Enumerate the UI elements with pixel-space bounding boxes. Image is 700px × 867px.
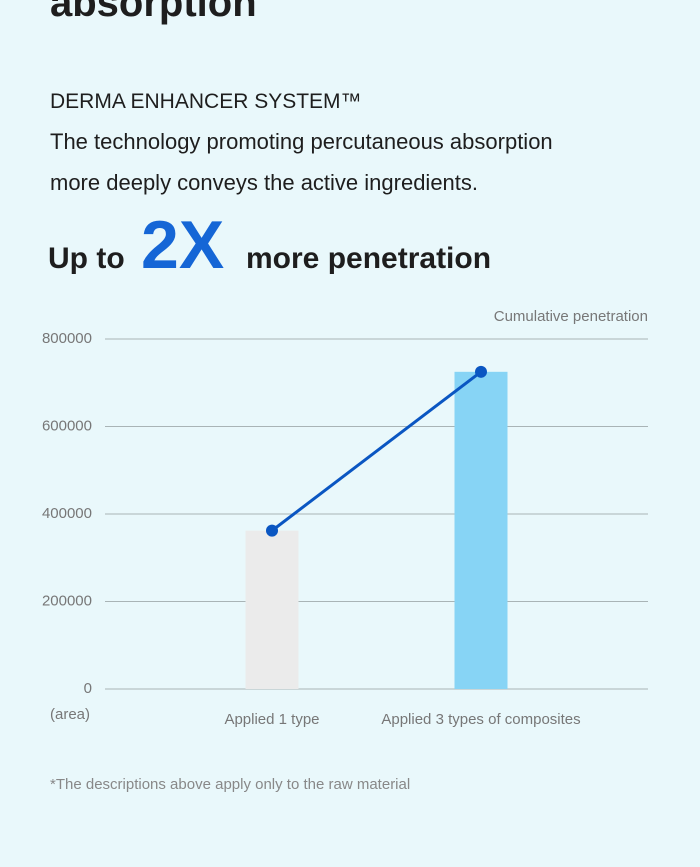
y-axis-label: Cumulative penetration	[494, 308, 648, 325]
footnote: *The descriptions above apply only to th…	[50, 776, 410, 793]
description-line: more deeply conveys the active ingredien…	[50, 170, 478, 195]
y-tick-label: 0	[84, 680, 92, 697]
trend-line	[271, 370, 482, 532]
heading: absorption	[50, 0, 257, 25]
headline-suffix: more penetration	[246, 242, 491, 275]
y-tick-label: 400000	[42, 505, 92, 522]
bar	[245, 530, 299, 689]
trend-point	[266, 524, 278, 537]
bar	[454, 371, 508, 689]
y-tick-label: 600000	[42, 417, 92, 434]
headline-prefix: Up to	[48, 242, 125, 275]
headline-highlight: 2X	[141, 207, 224, 283]
trend-point	[475, 365, 487, 378]
y-tick-label: 800000	[42, 330, 92, 347]
subheading: DERMA ENHANCER SYSTEM™	[50, 90, 362, 113]
x-tick-label: Applied 3 types of composites	[381, 711, 580, 728]
description-line: The technology promoting percutaneous ab…	[50, 129, 553, 154]
x-tick-label: Applied 1 type	[224, 711, 319, 728]
y-axis-unit: (area)	[50, 706, 90, 723]
y-tick-label: 200000	[42, 592, 92, 609]
